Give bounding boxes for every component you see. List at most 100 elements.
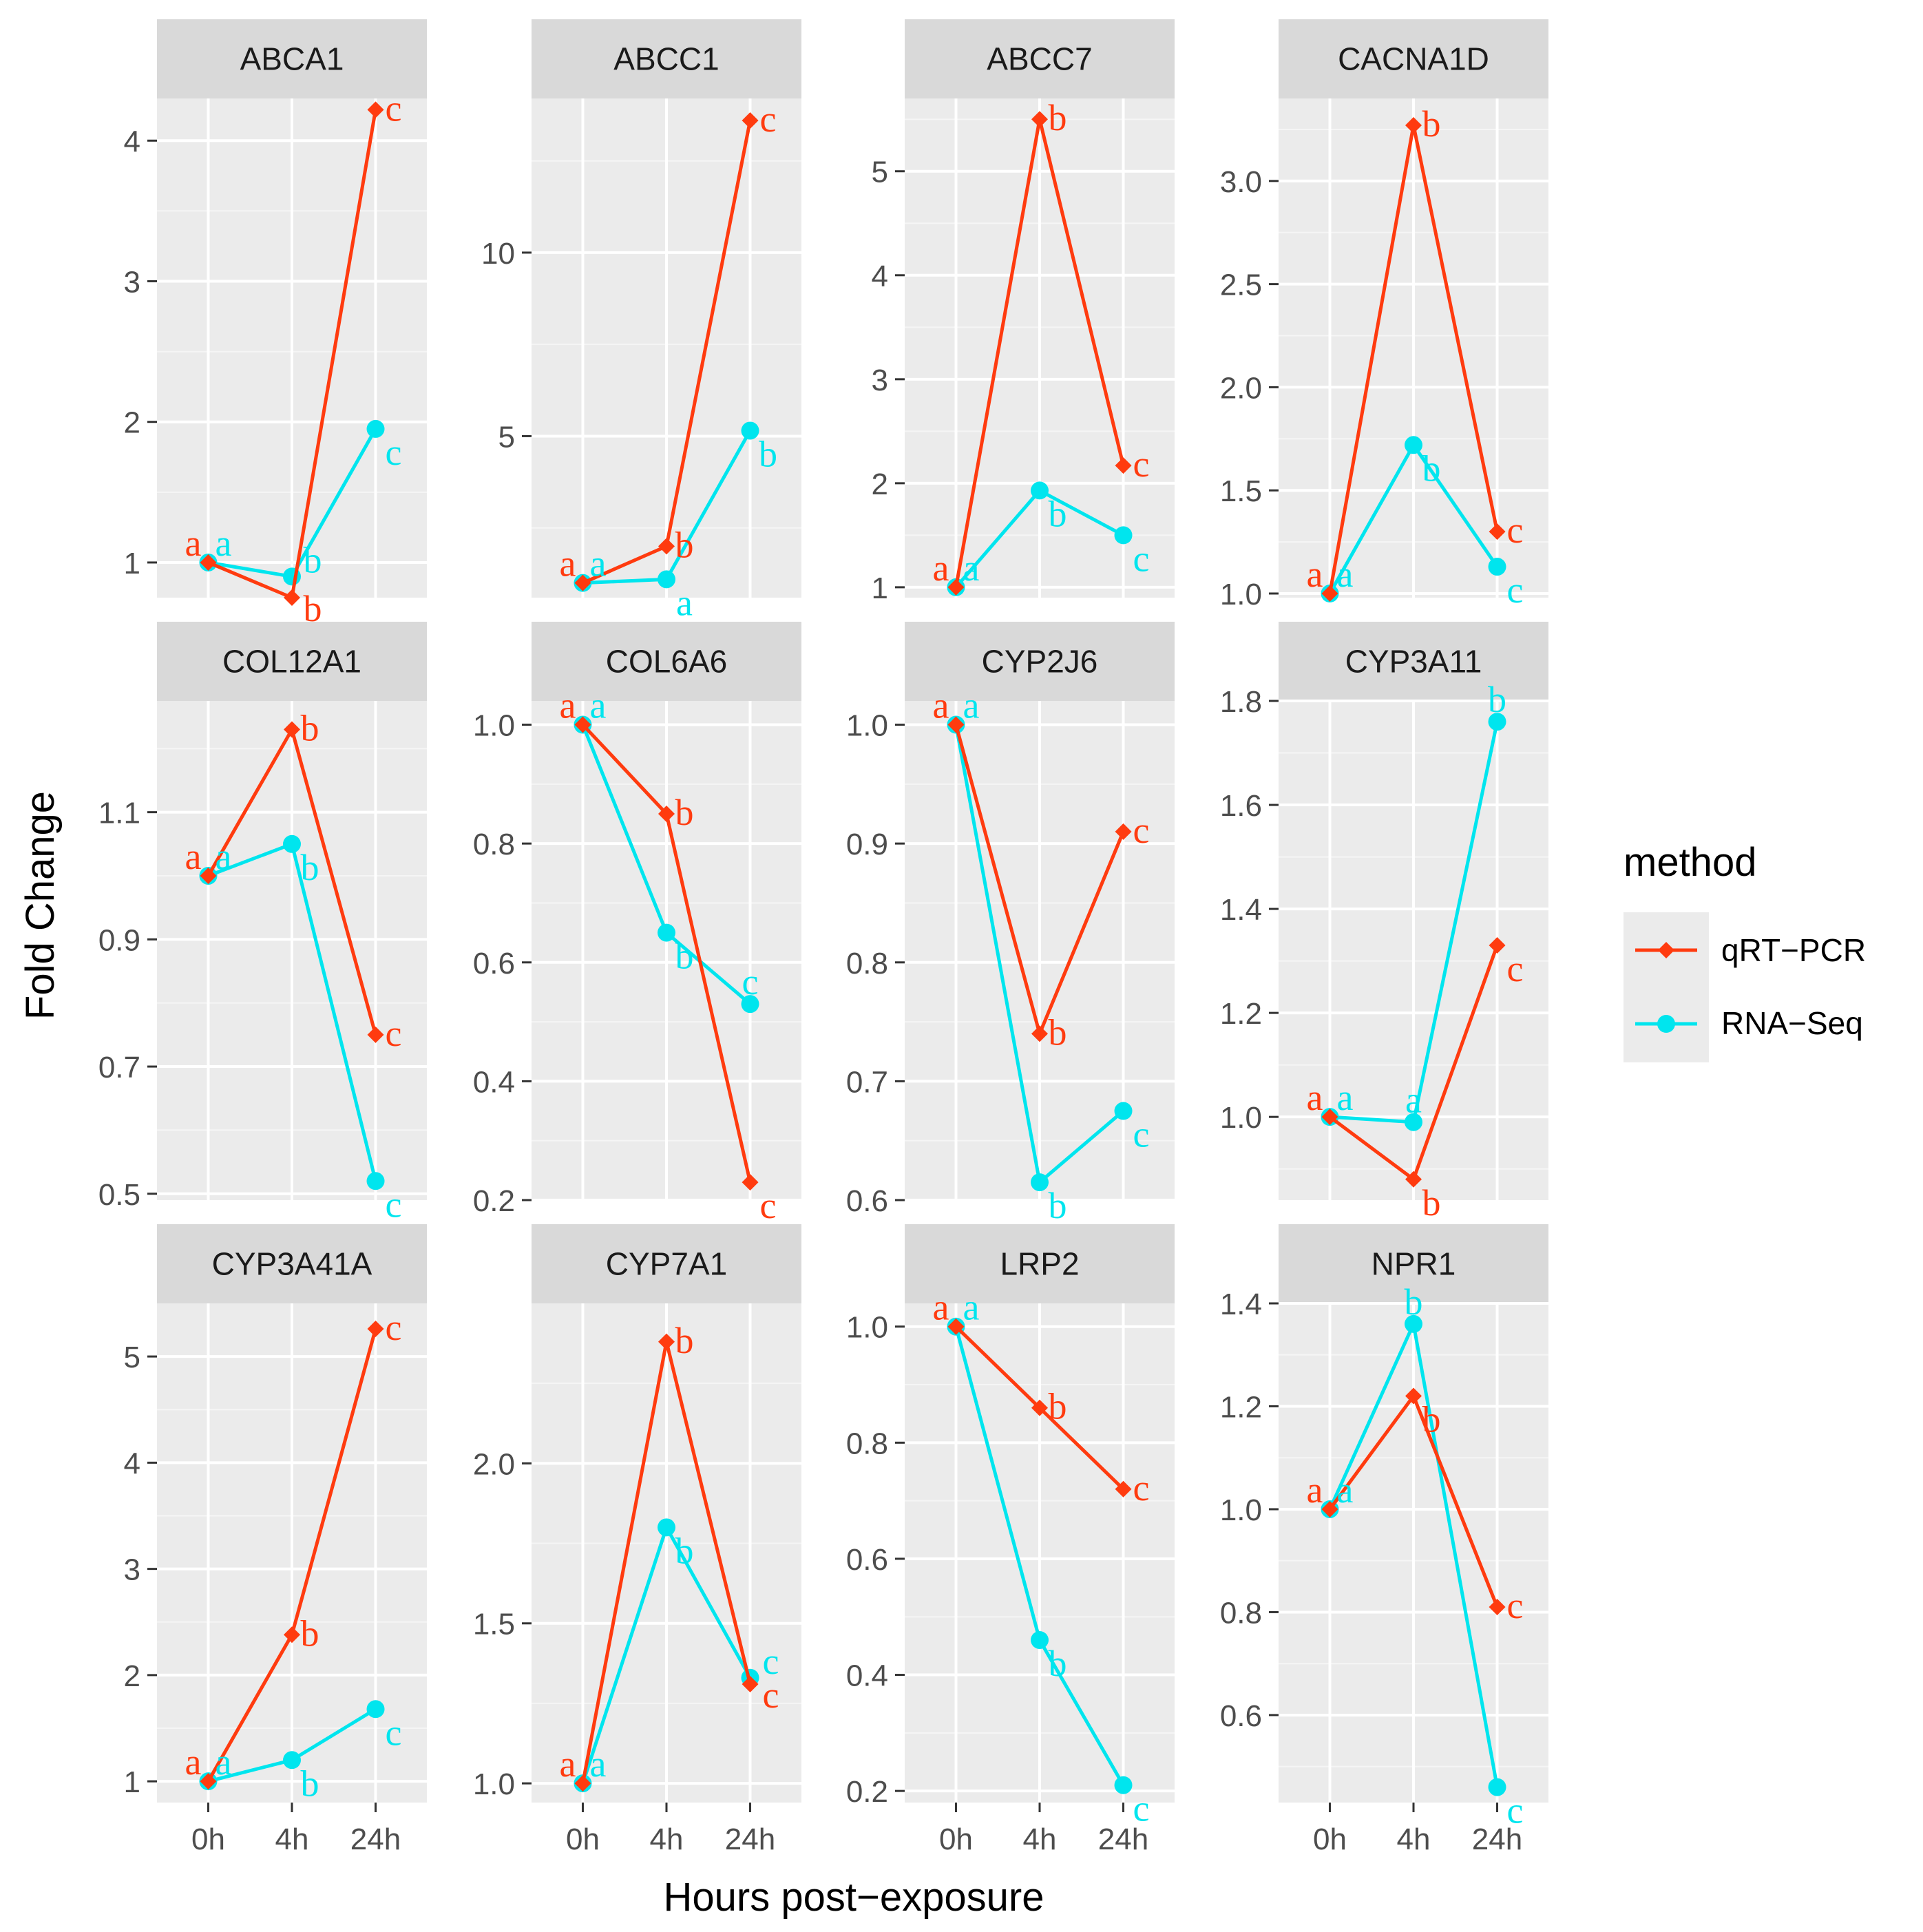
letter-qrt-pcr: b: [301, 1613, 319, 1654]
letter-qrt-pcr: c: [763, 1674, 779, 1716]
facet-title: CYP2J6: [982, 644, 1098, 680]
y-tick-label: 2: [124, 406, 140, 440]
letter-qrt-pcr: b: [301, 708, 319, 749]
letter-qrt-pcr: c: [1133, 810, 1150, 851]
y-tick-label: 0.6: [846, 1543, 888, 1577]
facet-title: CACNA1D: [1338, 41, 1489, 77]
x-tick-label: 0h: [939, 1823, 973, 1856]
y-tick-label: 1: [124, 1765, 140, 1799]
facet-title: CYP7A1: [606, 1246, 727, 1282]
point-qrt-pcr: [742, 1174, 759, 1191]
letter-rna-seq: c: [1507, 1790, 1524, 1831]
letter-qrt-pcr: a: [932, 547, 949, 589]
facet-strip: [532, 622, 801, 701]
facet-strip: [157, 622, 427, 701]
y-tick-label: 0.5: [98, 1178, 140, 1212]
point-qrt-pcr: [1405, 116, 1422, 134]
letter-rna-seq: c: [386, 1712, 402, 1753]
point-rna-seq: [283, 834, 301, 853]
point-rna-seq: [1405, 1314, 1422, 1333]
panel-cyp2j6: CYP2J6 0.6 0.7 0.8 0.9 1.0 a a b b c c: [846, 622, 1175, 1226]
letter-rna-seq: a: [963, 547, 979, 589]
legend-key-background: [1623, 912, 1709, 1062]
letter-rna-seq: a: [1336, 554, 1353, 595]
point-qrt-pcr: [367, 1321, 384, 1338]
y-tick-label: 1.0: [1220, 1101, 1262, 1135]
point-rna-seq: [366, 419, 385, 438]
point-qrt-pcr: [1031, 1025, 1048, 1042]
letter-qrt-pcr: b: [1049, 97, 1067, 138]
point-rna-seq: [283, 1751, 301, 1770]
letter-qrt-pcr: b: [675, 792, 694, 833]
facet-strip: [532, 19, 801, 98]
y-tick-label: 1.5: [1220, 474, 1262, 508]
point-qrt-pcr: [367, 101, 384, 118]
facet-title: ABCC1: [613, 41, 719, 77]
y-tick-label: 0.2: [473, 1184, 515, 1218]
point-qrt-pcr: [1031, 1399, 1048, 1416]
panel-cyp7a1: CYP7A1 1.0 1.5 2.0 0h 4h 24h a a b b cc: [473, 1224, 801, 1856]
letter-qrt-pcr: b: [675, 524, 694, 565]
letter-rna-seq: a: [215, 836, 231, 877]
letter-rna-seq: a: [1336, 1469, 1353, 1511]
point-rna-seq: [1031, 481, 1049, 500]
x-tick-label: 24h: [725, 1823, 775, 1856]
y-tick-label: 1.0: [846, 1311, 888, 1345]
letter-qrt-pcr: c: [386, 1013, 402, 1054]
y-tick-label: 4: [124, 1447, 140, 1480]
y-tick-label: 1.4: [1220, 1288, 1262, 1321]
legend-keys: [1635, 942, 1697, 1033]
facet-title: NPR1: [1372, 1246, 1456, 1282]
letter-qrt-pcr: a: [1306, 1077, 1323, 1118]
y-tick-label: 4: [124, 125, 140, 158]
point-rna-seq: [1031, 1173, 1049, 1192]
point-rna-seq: [1114, 1102, 1133, 1120]
point-qrt-pcr: [574, 716, 591, 733]
panel-col6a6: COL6A6 0.2 0.4 0.6 0.8 1.0 a a b b c c: [473, 622, 801, 1226]
point-qrt-pcr: [284, 721, 300, 738]
letter-qrt-pcr: b: [1049, 1386, 1067, 1427]
y-tick-label: 1: [872, 571, 888, 605]
point-rna-seq: [658, 1518, 675, 1537]
letter-rna-seq: c: [1133, 538, 1150, 579]
point-qrt-pcr: [284, 589, 300, 606]
letter-rna-seq: a: [215, 1741, 231, 1783]
letter-qrt-pcr: c: [386, 1307, 402, 1348]
point-qrt-pcr: [1321, 1500, 1338, 1518]
panel-col12a1: COL12A1 0.5 0.7 0.9 1.1 a a b b c c: [98, 622, 427, 1225]
point-qrt-pcr: [658, 538, 675, 555]
facet-title: COL12A1: [222, 644, 361, 680]
point-qrt-pcr: [1489, 1598, 1506, 1615]
letter-qrt-pcr: a: [185, 1741, 201, 1783]
point-rna-seq: [1114, 1776, 1133, 1794]
y-tick-label: 0.7: [846, 1065, 888, 1099]
y-tick-label: 0.8: [1220, 1596, 1262, 1630]
point-qrt-pcr: [1115, 823, 1132, 840]
point-qrt-pcr: [200, 867, 217, 884]
y-tick-label: 1.0: [1220, 1493, 1262, 1527]
letter-rna-seq: a: [1405, 1080, 1422, 1121]
letter-rna-seq: b: [759, 433, 777, 474]
letter-rna-seq: b: [1049, 1185, 1067, 1226]
y-tick-label: 1: [124, 547, 140, 580]
x-axis-title: Hours post−exposure: [664, 1875, 1044, 1920]
y-tick-label: 1.5: [473, 1608, 515, 1641]
letter-qrt-pcr: c: [1507, 1585, 1524, 1626]
letter-rna-seq: c: [1133, 1788, 1150, 1829]
y-tick-label: 1.4: [1220, 893, 1262, 927]
y-tick-label: 0.9: [98, 923, 140, 957]
point-rna-seq: [1488, 713, 1506, 731]
point-rna-seq: [1405, 1113, 1422, 1131]
point-qrt-pcr: [1115, 1480, 1132, 1498]
y-tick-label: 4: [872, 260, 888, 293]
letter-rna-seq: a: [589, 1743, 606, 1785]
y-tick-label: 1.2: [1220, 997, 1262, 1031]
letter-rna-seq: b: [301, 847, 319, 888]
point-qrt-pcr: [574, 574, 591, 591]
y-tick-label: 1.0: [473, 1767, 515, 1801]
point-qrt-pcr: [1489, 523, 1506, 540]
point-rna-seq: [741, 421, 759, 440]
y-tick-label: 2: [124, 1659, 140, 1693]
